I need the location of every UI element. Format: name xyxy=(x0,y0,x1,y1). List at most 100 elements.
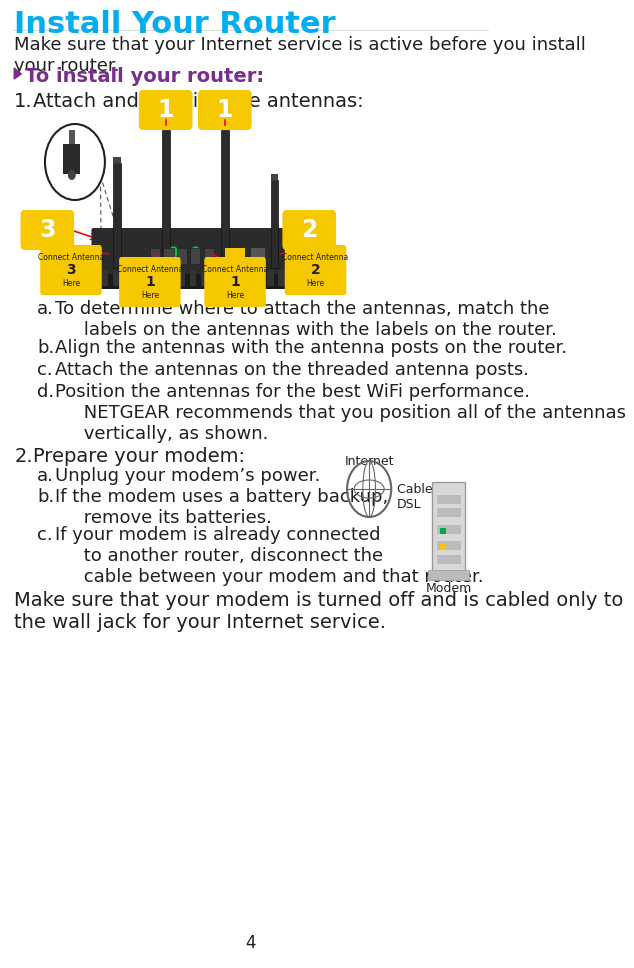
Text: b.: b. xyxy=(37,339,55,357)
Text: 1.: 1. xyxy=(14,92,33,111)
Bar xyxy=(168,270,174,286)
FancyBboxPatch shape xyxy=(91,228,296,274)
Bar xyxy=(63,144,81,174)
Text: c.: c. xyxy=(37,361,53,379)
Bar xyxy=(437,495,461,504)
Bar xyxy=(190,248,200,264)
Bar xyxy=(221,124,229,130)
Bar xyxy=(113,163,120,268)
Bar xyxy=(440,544,446,550)
FancyBboxPatch shape xyxy=(204,257,266,307)
Text: Attach and position the antennas:: Attach and position the antennas: xyxy=(33,92,364,111)
Text: Here: Here xyxy=(62,279,80,287)
Bar xyxy=(164,248,174,264)
FancyBboxPatch shape xyxy=(285,245,346,295)
Bar xyxy=(146,270,152,286)
Text: 1: 1 xyxy=(145,275,155,289)
Bar xyxy=(150,248,160,264)
Bar xyxy=(190,270,197,286)
Bar xyxy=(162,130,169,268)
Bar xyxy=(432,482,465,572)
Bar xyxy=(201,270,207,286)
Circle shape xyxy=(68,170,75,180)
Bar xyxy=(440,528,446,534)
Text: 2.: 2. xyxy=(14,447,33,466)
Bar xyxy=(235,270,240,286)
Bar xyxy=(101,270,108,286)
Bar xyxy=(69,130,75,144)
Text: Install Your Router: Install Your Router xyxy=(14,10,336,39)
Text: Make sure that your Internet service is active before you install
your router.: Make sure that your Internet service is … xyxy=(14,36,586,75)
Text: Attach the antennas on the threaded antenna posts.: Attach the antennas on the threaded ante… xyxy=(55,361,529,379)
Bar xyxy=(212,270,219,286)
Text: Here: Here xyxy=(306,279,325,287)
Text: b.: b. xyxy=(37,488,55,506)
Text: Unplug your modem’s power.: Unplug your modem’s power. xyxy=(55,467,321,485)
Text: d.: d. xyxy=(37,383,54,401)
Bar xyxy=(135,270,141,286)
Circle shape xyxy=(169,247,178,257)
Text: Connect Antenna: Connect Antenna xyxy=(282,254,349,262)
Text: 1: 1 xyxy=(230,275,240,289)
Bar xyxy=(251,248,265,264)
Bar xyxy=(437,541,461,550)
Bar xyxy=(271,174,278,180)
FancyBboxPatch shape xyxy=(87,267,301,289)
Polygon shape xyxy=(14,68,22,79)
Bar xyxy=(268,270,274,286)
Text: Connect Antenna: Connect Antenna xyxy=(202,265,268,275)
Text: 3: 3 xyxy=(66,263,76,277)
Text: Connect Antenna: Connect Antenna xyxy=(38,254,104,262)
Text: 4: 4 xyxy=(245,934,256,952)
Text: If your modem is already connected
     to another router, disconnect the
     c: If your modem is already connected to an… xyxy=(55,526,484,586)
Bar xyxy=(437,555,461,564)
Text: 2: 2 xyxy=(311,263,320,277)
Bar xyxy=(162,124,169,130)
Text: Make sure that your modem is turned off and is cabled only to
the wall jack for : Make sure that your modem is turned off … xyxy=(14,591,624,632)
Bar xyxy=(278,270,285,286)
Bar xyxy=(113,270,119,286)
Bar xyxy=(113,157,120,163)
Text: Here: Here xyxy=(226,290,244,299)
Bar xyxy=(245,270,252,286)
Bar xyxy=(91,270,97,286)
Bar xyxy=(204,248,214,264)
Text: If the modem uses a battery backup,
     remove its batteries.: If the modem uses a battery backup, remo… xyxy=(55,488,389,527)
Text: To install your router:: To install your router: xyxy=(25,67,264,86)
Text: Here: Here xyxy=(141,290,159,299)
Text: 1: 1 xyxy=(157,98,174,122)
Text: Prepare your modem:: Prepare your modem: xyxy=(33,447,245,466)
FancyBboxPatch shape xyxy=(20,210,74,250)
Text: a.: a. xyxy=(37,300,54,318)
Text: Connect Antenna: Connect Antenna xyxy=(117,265,183,275)
Text: c.: c. xyxy=(37,526,53,544)
Text: a.: a. xyxy=(37,467,54,485)
Bar xyxy=(124,270,130,286)
Bar xyxy=(225,248,245,264)
Bar xyxy=(429,570,469,580)
Bar xyxy=(179,270,185,286)
Bar xyxy=(437,525,461,534)
Circle shape xyxy=(45,124,105,200)
Text: To determine where to attach the antennas, match the
     labels on the antennas: To determine where to attach the antenna… xyxy=(55,300,557,339)
Text: 1: 1 xyxy=(217,98,233,122)
Bar xyxy=(437,508,461,517)
Text: 3: 3 xyxy=(39,218,56,242)
FancyBboxPatch shape xyxy=(282,210,336,250)
Circle shape xyxy=(191,247,200,257)
FancyBboxPatch shape xyxy=(40,245,101,295)
FancyBboxPatch shape xyxy=(198,90,252,130)
Text: Align the antennas with the antenna posts on the router.: Align the antennas with the antenna post… xyxy=(55,339,567,357)
Bar xyxy=(221,130,229,268)
Text: Cable or
DSL: Cable or DSL xyxy=(397,483,449,511)
Bar xyxy=(271,180,278,268)
FancyBboxPatch shape xyxy=(119,257,181,307)
FancyBboxPatch shape xyxy=(139,90,193,130)
Bar xyxy=(256,270,262,286)
Text: Internet: Internet xyxy=(344,455,394,468)
Text: Modem: Modem xyxy=(425,582,472,595)
Bar xyxy=(223,270,230,286)
Text: Position the antennas for the best WiFi performance.
     NETGEAR recommends tha: Position the antennas for the best WiFi … xyxy=(55,383,626,442)
Bar xyxy=(157,270,164,286)
Text: 2: 2 xyxy=(301,218,318,242)
